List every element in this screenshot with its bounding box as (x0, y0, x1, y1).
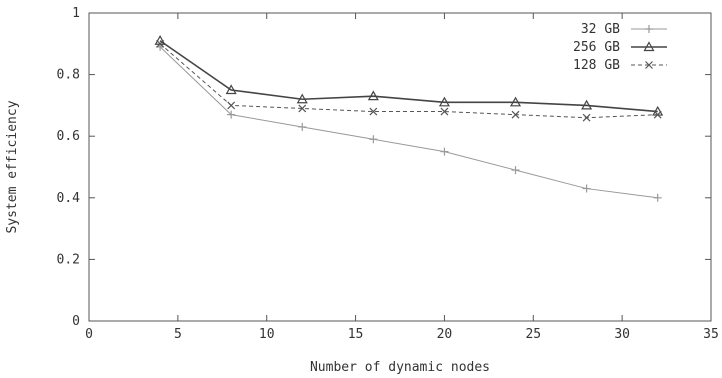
data-point (369, 107, 378, 116)
data-point (225, 84, 237, 95)
series-layer (154, 34, 664, 202)
series-line (159, 40, 658, 113)
triangle-marker-shape (509, 96, 522, 107)
legend-label: 256 GB (573, 40, 620, 55)
legend: 32 GB 256 GB 128 GB (573, 22, 667, 73)
plot-frame (88, 12, 712, 322)
plus-marker-shape (227, 110, 236, 119)
data-point (440, 147, 449, 156)
x-marker-shape (582, 113, 591, 122)
x-tick-label: 10 (259, 327, 275, 342)
plus-marker-shape (369, 135, 378, 144)
plus-marker-shape (298, 122, 307, 131)
triangle-marker-shape (225, 84, 237, 95)
x-marker-shape (511, 110, 520, 119)
data-point (438, 96, 450, 107)
plus-marker-shape (511, 166, 520, 175)
x-tick-label: 5 (174, 327, 182, 342)
legend-label: 32 GB (581, 22, 620, 37)
x-tick-label: 20 (437, 327, 453, 342)
data-point (227, 110, 236, 119)
data-point (511, 110, 520, 119)
axis-ticks: 0 5 10 15 20 25 30 35 0 0.2 0.4 0.6 0.8 1 (57, 6, 719, 342)
series-line (159, 43, 658, 119)
x-marker-shape (645, 61, 653, 69)
series-128-gb (156, 39, 662, 122)
y-axis-title: System efficiency (5, 100, 20, 233)
series-256-gb (154, 34, 664, 116)
x-marker-shape (440, 107, 449, 116)
data-point (582, 184, 591, 193)
y-tick-label: 0.6 (57, 129, 80, 144)
legend-marker (645, 61, 653, 69)
data-point (296, 93, 308, 104)
x-tick-label: 35 (703, 327, 719, 342)
y-tick-label: 0 (72, 314, 80, 329)
data-point (509, 96, 522, 107)
data-point (156, 39, 165, 48)
triangle-marker-shape (643, 41, 655, 52)
data-point (298, 104, 307, 113)
legend-label: 128 GB (573, 58, 620, 73)
y-tick-label: 0.2 (57, 252, 80, 267)
legend-marker (643, 41, 655, 52)
x-marker-shape (653, 110, 662, 119)
x-marker-shape (369, 107, 378, 116)
x-tick-label: 30 (614, 327, 630, 342)
plus-marker-shape (582, 184, 591, 193)
triangle-marker-shape (581, 99, 593, 110)
x-tick-label: 25 (525, 327, 541, 342)
legend-marker (645, 25, 653, 33)
data-point (582, 113, 591, 122)
data-point (298, 122, 307, 131)
triangle-marker-shape (438, 96, 450, 107)
plus-marker-shape (440, 147, 449, 156)
data-point (227, 101, 236, 110)
x-tick-label: 15 (348, 327, 364, 342)
data-point (653, 193, 662, 202)
plus-marker-shape (653, 193, 662, 202)
x-marker-shape (298, 104, 307, 113)
data-point (369, 135, 378, 144)
plus-marker-shape (645, 25, 653, 33)
x-marker-shape (156, 39, 165, 48)
data-point (511, 166, 520, 175)
data-point (653, 110, 662, 119)
data-point (440, 107, 449, 116)
triangle-marker-shape (296, 93, 308, 104)
series-line (159, 46, 658, 199)
x-tick-label: 0 (85, 327, 93, 342)
y-tick-label: 1 (72, 6, 80, 21)
data-point (581, 99, 593, 110)
y-tick-label: 0.4 (57, 191, 81, 206)
y-tick-label: 0.8 (57, 68, 80, 83)
triangle-marker-shape (367, 90, 379, 101)
x-marker-shape (227, 101, 236, 110)
x-axis-title: Number of dynamic nodes (310, 360, 490, 375)
data-point (367, 90, 379, 101)
